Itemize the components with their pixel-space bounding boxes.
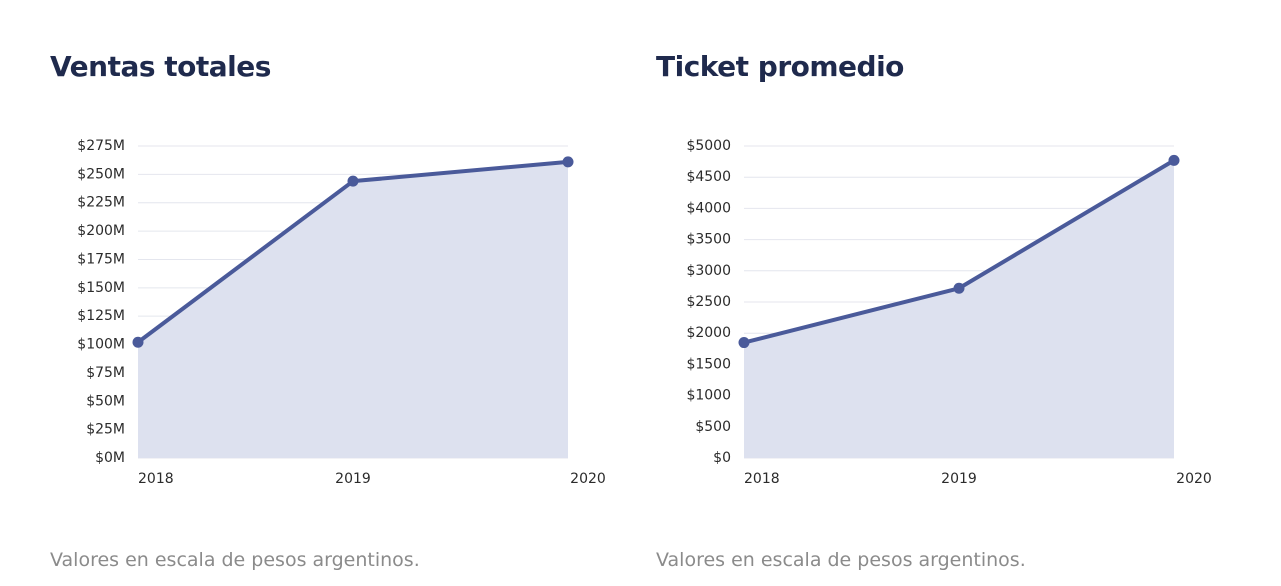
y-tick-label: $150M: [77, 280, 125, 296]
y-tick-label: $25M: [86, 422, 125, 438]
y-tick-label: $1000: [686, 388, 731, 404]
x-tick-label: 2020: [570, 471, 606, 487]
y-tick-label: $125M: [77, 308, 125, 324]
y-tick-label: $100M: [77, 337, 125, 353]
y-tick-label: $250M: [77, 166, 125, 182]
ticket-promedio-panel: Ticket promedio $0 $500 $1000 $1500 $2000 $25…: [606, 0, 1212, 586]
y-tick-label: $3500: [686, 232, 731, 248]
x-tick-label: 2019: [335, 471, 371, 487]
y-tick-label: $4500: [686, 169, 731, 185]
y-tick-label: $200M: [77, 223, 125, 239]
y-tick-label: $2500: [686, 294, 731, 310]
series-area: [744, 160, 1174, 459]
x-tick-label: 2019: [941, 471, 977, 487]
chart-footnote: Valores en escala de pesos argentinos.: [50, 549, 420, 571]
y-tick-label: $3000: [686, 263, 731, 279]
data-point: [132, 336, 144, 348]
data-point: [347, 175, 359, 187]
y-tick-label: $5000: [686, 138, 731, 154]
x-tick-label: 2020: [1176, 471, 1212, 487]
chart-title: Ventas totales: [50, 50, 271, 83]
y-tick-label: $50M: [86, 393, 125, 409]
data-point: [953, 282, 965, 294]
y-tick-label: $4000: [686, 200, 731, 216]
y-tick-label: $0: [713, 450, 731, 466]
chart-title: Ticket promedio: [656, 50, 904, 83]
data-point: [562, 156, 574, 168]
chart-footnote: Valores en escala de pesos argentinos.: [656, 549, 1026, 571]
y-tick-label: $175M: [77, 251, 125, 267]
y-tick-label: $1500: [686, 356, 731, 372]
ventas-totales-chart: $0M $25M $50M $75M $100M $125M $150M $175M $200M…: [77, 138, 606, 487]
series-area: [138, 161, 568, 458]
y-tick-label: $75M: [86, 365, 125, 381]
data-point: [738, 337, 750, 349]
data-point: [1168, 154, 1180, 166]
y-tick-label: $275M: [77, 138, 125, 154]
ventas-totales-panel: Ventas totales $0M $25M $50M $75M $100M $125M…: [0, 0, 606, 586]
y-tick-label: $0M: [95, 450, 125, 466]
y-tick-label: $225M: [77, 195, 125, 211]
y-tick-label: $500: [695, 419, 731, 435]
y-tick-label: $2000: [686, 325, 731, 341]
x-tick-label: 2018: [744, 471, 780, 487]
ticket-promedio-chart: $0 $500 $1000 $1500 $2000 $2500 $3000 $3500 $400…: [686, 138, 1212, 487]
x-tick-label: 2018: [138, 471, 174, 487]
